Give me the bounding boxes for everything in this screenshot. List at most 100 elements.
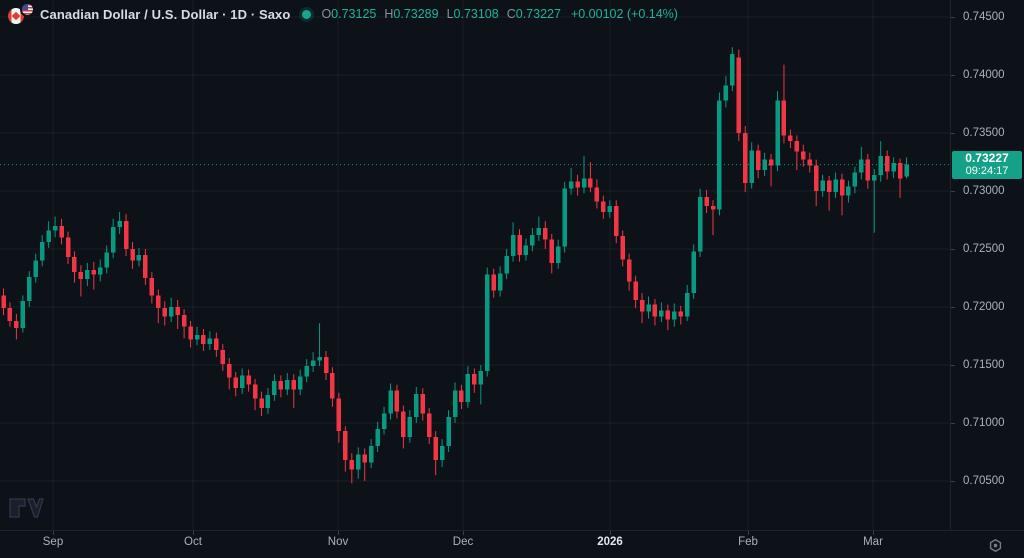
axis-settings-gear-icon[interactable] (988, 538, 1003, 553)
time-axis-label: Oct (184, 536, 202, 548)
time-axis-label: Nov (327, 536, 349, 548)
candle-body (407, 417, 413, 437)
candle-body (323, 356, 329, 374)
candle-body (581, 178, 587, 188)
price-axis-label: 0.74000 (963, 69, 1005, 82)
candle-body (768, 159, 774, 166)
candle-body (872, 174, 877, 181)
candle-body (846, 186, 851, 196)
candle-body (85, 269, 90, 280)
candle-body (839, 179, 845, 196)
candle-body (27, 276, 32, 302)
candle-body (33, 260, 38, 277)
candle-body (820, 180, 825, 192)
price-axis-label: 0.73500 (963, 127, 1005, 140)
candle-body (356, 454, 361, 470)
candle-body (214, 338, 219, 350)
candle-body (614, 206, 619, 237)
candle-body (39, 242, 45, 261)
time-axis-label: 2026 (597, 536, 623, 548)
time-axis-tick (610, 531, 611, 535)
candle-body (813, 165, 819, 192)
time-axis-label: Mar (863, 536, 883, 548)
price-axis-tick (951, 248, 955, 250)
candle-body (394, 390, 400, 412)
candle-body (426, 413, 432, 437)
canada-flag-icon (8, 8, 24, 24)
candle-body (639, 300, 645, 312)
candle-body (659, 310, 664, 317)
candle-body (123, 221, 129, 249)
us-flag-icon (22, 4, 33, 15)
candle-body (246, 375, 251, 385)
low-value: L0.73108 (446, 7, 499, 21)
candle-body (504, 255, 509, 274)
symbol-title[interactable]: Canadian Dollar / U.S. Dollar · 1D · Sax… (40, 6, 291, 22)
candle-body (304, 366, 309, 377)
last-price-value: 0.73227 (965, 150, 1009, 165)
candle-body (291, 380, 296, 390)
candle-body (543, 228, 548, 240)
bar-countdown: 09:24:17 (965, 164, 1009, 177)
price-axis-tick (951, 75, 955, 77)
price-axis-tick (951, 191, 955, 192)
candle-body (175, 306, 180, 316)
candle-body (233, 377, 238, 389)
price-axis-label: 0.71500 (963, 358, 1005, 371)
candle-body (433, 436, 438, 461)
candle-body (46, 230, 51, 243)
candle-body (549, 239, 554, 263)
price-axis-tick (951, 480, 955, 482)
candle-body (91, 269, 97, 275)
candle-body (349, 460, 355, 470)
candle-body (65, 237, 71, 258)
candle-body (420, 393, 425, 414)
candle-body (110, 226, 116, 253)
price-axis-label: 0.73000 (963, 185, 1005, 197)
candle-body (801, 151, 806, 160)
candle-body (620, 236, 625, 260)
price-axis-label: 0.72000 (963, 300, 1005, 313)
candle-body (285, 380, 290, 390)
candle-body (588, 178, 593, 188)
candle-body (478, 370, 484, 385)
candle-body (452, 390, 458, 418)
price-axis-label: 0.70500 (963, 474, 1005, 487)
change-value: +0.00102 (+0.14%) (570, 7, 678, 21)
candle-body (136, 254, 142, 261)
time-axis[interactable]: Sep Oct Nov Dec 2026 Feb Mar (0, 530, 1024, 554)
candle-body (439, 446, 445, 461)
high-value: H0.73289 (384, 7, 439, 21)
candle-body (878, 156, 883, 175)
candle-body (194, 334, 200, 340)
candle-body (781, 100, 787, 136)
candle-body (710, 206, 716, 210)
last-price-label: 0.73227 09:24:17 (952, 150, 1022, 179)
price-axis-tick (951, 306, 955, 308)
candle-body (530, 235, 535, 246)
candle-body (743, 133, 748, 183)
ohlc-readout: O0.73125 H0.73289 L0.73108 C0.73227 +0.0… (321, 7, 678, 21)
candlestick-chart[interactable] (0, 0, 950, 530)
candle-body (143, 254, 148, 278)
price-axis-label: 0.72500 (963, 242, 1005, 255)
candle-body (826, 180, 832, 193)
candle-body (401, 411, 406, 437)
candle-body (446, 417, 451, 447)
time-axis-tick (873, 531, 874, 535)
candle-body (227, 363, 232, 378)
candle-body (181, 315, 187, 327)
candle-body (381, 413, 387, 429)
price-axis[interactable]: 0.74500 0.74000 0.73500 0.73000 0.72500 0.720… (950, 0, 1024, 530)
open-value: O0.73125 (321, 7, 377, 21)
market-status-dot-icon (302, 9, 312, 19)
candle-body (130, 248, 135, 261)
candle-body (336, 398, 342, 432)
us-flag-canton (22, 4, 29, 10)
candle-body (1, 295, 6, 309)
candle-body (59, 225, 64, 238)
candle-body (497, 273, 503, 291)
candle-body (897, 163, 903, 179)
tradingview-logo[interactable] (8, 495, 44, 526)
price-axis-label: 0.74500 (963, 11, 1005, 24)
